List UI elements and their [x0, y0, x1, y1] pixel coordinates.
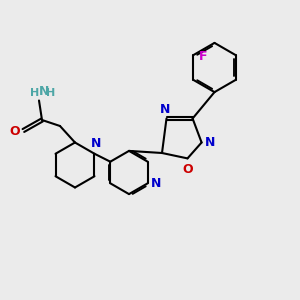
Text: N: N [91, 137, 101, 150]
Text: N: N [205, 136, 216, 149]
Text: N: N [160, 103, 170, 116]
Text: O: O [9, 125, 20, 139]
Text: O: O [182, 163, 193, 176]
Text: H: H [30, 88, 39, 98]
Text: N: N [151, 177, 162, 190]
Text: N: N [39, 85, 50, 98]
Text: H: H [46, 88, 56, 98]
Text: F: F [199, 50, 207, 63]
